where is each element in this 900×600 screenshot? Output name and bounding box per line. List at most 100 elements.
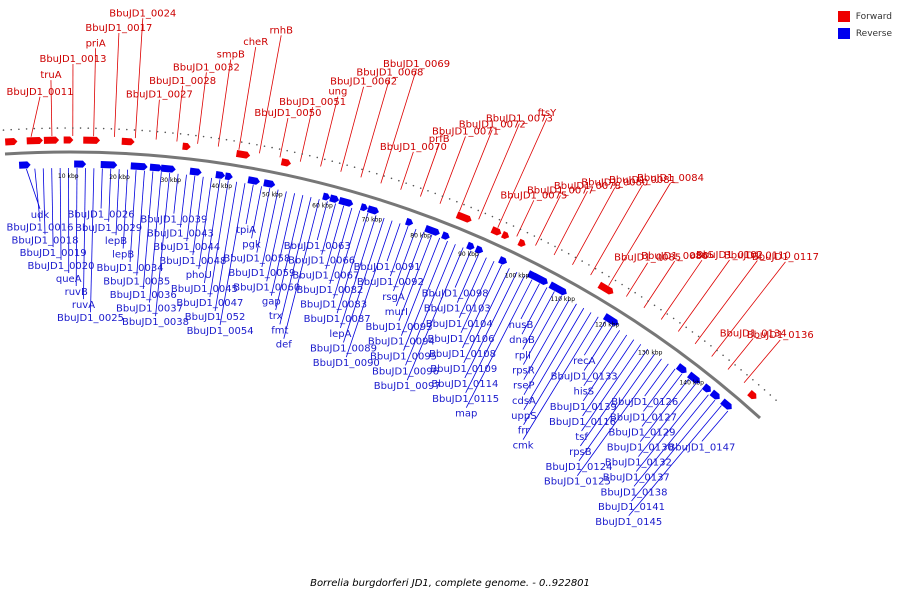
guide-dot: [179, 133, 182, 135]
reverse-features: [18, 160, 732, 410]
legend-label-forward: Forward: [855, 11, 892, 22]
leader-line: [34, 168, 41, 222]
reverse-gene-label: queA: [56, 274, 82, 285]
leader-line: [516, 200, 535, 237]
forward-gene-block: [26, 136, 43, 145]
guide-dot: [653, 304, 656, 307]
guide-dot: [10, 128, 12, 131]
reverse-gene-label: BbuJD1_0109: [430, 364, 497, 375]
reverse-gene-label: hisS: [573, 387, 594, 398]
reverse-gene-block: [474, 245, 484, 254]
forward-gene-label: BbuJD1_0073: [486, 114, 553, 125]
reverse-gene-label: lepB: [105, 236, 127, 247]
leader-line: [129, 170, 137, 262]
leader-line: [553, 191, 588, 256]
reverse-gene-block: [189, 167, 202, 176]
leader-line: [420, 143, 440, 197]
leader-line: [283, 199, 320, 339]
reverse-gene-label: BbuJD1_0093: [365, 322, 432, 333]
guide-dot: [666, 313, 669, 315]
guide-dot: [601, 271, 604, 274]
leader-line: [465, 275, 525, 394]
leader-line: [400, 237, 441, 336]
leader-line: [478, 123, 520, 220]
guide-dot: [554, 245, 556, 248]
guide-dot: [195, 134, 197, 137]
guide-dot: [640, 296, 643, 298]
leader-line: [176, 85, 183, 142]
reverse-gene-label: BbuJD1_0098: [422, 289, 489, 300]
leader-line: [743, 339, 781, 384]
leader-line: [403, 240, 448, 351]
guide-dot: [752, 378, 754, 381]
map-caption: Borrelia burgdorferi JD1, complete genom…: [310, 578, 590, 589]
leader-line: [660, 259, 703, 320]
leader-line: [727, 338, 754, 370]
backbone-layer: [4, 150, 762, 420]
leader-line: [266, 191, 287, 282]
guide-dot: [419, 187, 422, 189]
leader-line: [51, 168, 54, 248]
leader-line: [405, 244, 456, 366]
reverse-gene-block: [247, 176, 260, 185]
reverse-gene-block: [224, 172, 233, 181]
forward-gene-block: [747, 389, 757, 400]
tick-layer: 10 kbp 20 kbp 30 kbp 40 kbp 50 kbp 60 kbp 70 k…: [2, 127, 777, 401]
reverse-gene-block: [74, 160, 87, 168]
guide-dot: [574, 256, 577, 259]
leader-line: [343, 217, 385, 343]
guide-dot: [561, 249, 563, 251]
forward-gene-label: BbuJD1_0081: [609, 175, 676, 186]
leader-line: [578, 353, 655, 462]
reverse-gene-block: [687, 371, 700, 384]
reverse-gene-label: BbuJD1_052: [185, 312, 246, 323]
leader-line: [523, 303, 577, 395]
guide-dot: [2, 129, 5, 131]
reverse-gene-label: BbuJD1_0132: [605, 458, 672, 469]
leader-line: [238, 47, 257, 150]
reverse-gene-block: [709, 389, 720, 400]
reverse-gene-label: murI: [385, 307, 408, 318]
reverse-gene-block: [322, 192, 331, 201]
leader-line: [42, 168, 46, 235]
leader-line: [522, 291, 555, 350]
forward-gene-label: BbuJD1_0028: [149, 76, 216, 87]
forward-gene-block: [63, 136, 74, 144]
leader-line: [454, 250, 472, 288]
leader-line: [209, 180, 229, 298]
tick-label: 140 kbp: [679, 380, 704, 387]
leader-line: [631, 399, 716, 502]
guide-dot: [697, 335, 700, 338]
leader-line: [572, 187, 616, 266]
leader-line: [333, 210, 361, 299]
leader-line: [192, 176, 204, 256]
leader-line: [406, 247, 464, 381]
guide-dot: [308, 154, 311, 157]
reverse-gene-block: [18, 161, 31, 169]
forward-gene-block: [43, 136, 60, 144]
reverse-gene-label: lepB: [112, 250, 134, 261]
leader-line: [336, 212, 369, 314]
tick-label: 90 kbp: [458, 251, 479, 258]
leader-line: [395, 231, 425, 307]
reverse-gene-block: [160, 164, 176, 173]
reverse-gene-block: [441, 231, 450, 240]
forward-gene-label: BbuJD1_0077: [527, 185, 594, 196]
guide-dot: [133, 129, 136, 131]
leader-line: [711, 261, 786, 357]
guide-dot: [278, 148, 281, 150]
reverse-leader-lines: [25, 168, 729, 517]
tick-label: 60 kbp: [312, 203, 333, 210]
leader-line: [83, 168, 86, 300]
reverse-gene-label: BbuJD1_0029: [75, 223, 142, 234]
leader-line: [583, 325, 613, 371]
reverse-gene-label: BbuJD1_0115: [432, 394, 499, 405]
forward-gene-block: [182, 142, 191, 151]
leader-line: [115, 169, 120, 236]
forward-gene-block: [4, 138, 18, 146]
forward-gene-block: [501, 230, 510, 240]
guide-dot: [118, 128, 120, 130]
guide-dot: [316, 156, 319, 159]
guide-dot: [156, 130, 159, 133]
